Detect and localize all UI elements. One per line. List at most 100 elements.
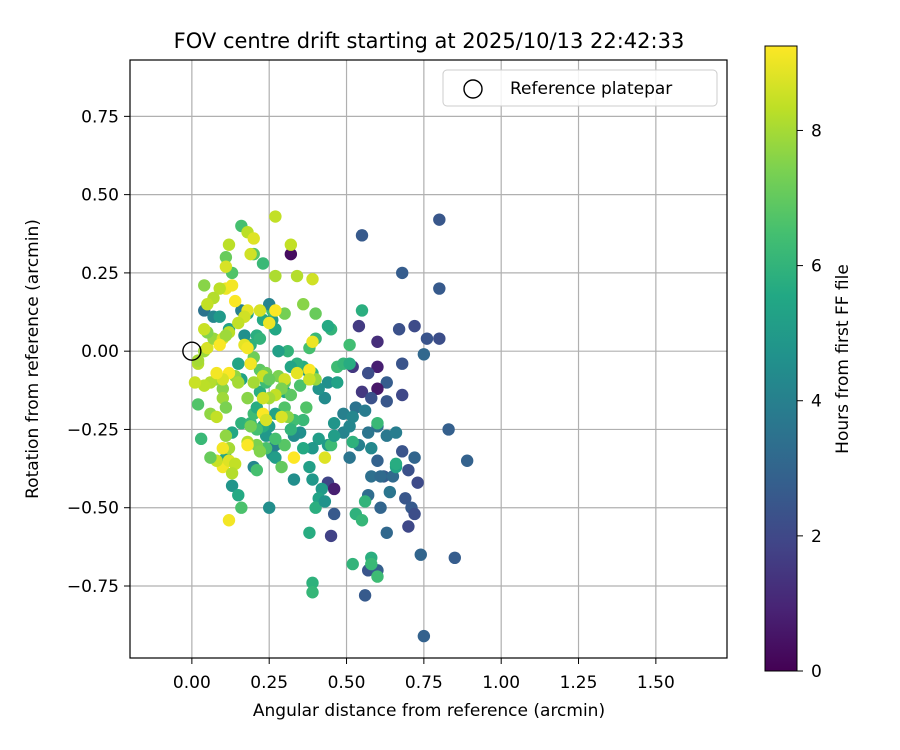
data-points [188,210,474,643]
data-point [262,316,276,330]
data-point [343,357,356,370]
y-axis-ticks: −0.75 −0.50 −0.25 0.00 0.25 0.50 0.75 [67,107,130,597]
data-point [281,344,294,358]
data-point [315,482,328,496]
data-point [365,391,378,405]
data-point [232,376,245,389]
data-point [324,438,338,452]
data-point [371,416,384,430]
data-point [312,432,325,446]
data-point [262,373,276,386]
data-point [256,257,270,270]
data-point [380,526,393,539]
data-point [371,382,384,395]
data-point [402,520,415,533]
data-point [361,426,375,439]
data-point [253,445,267,458]
data-point [287,473,301,486]
chart-title: FOV centre drift starting at 2025/10/13 … [174,29,685,53]
data-point [303,526,316,539]
data-point [219,401,233,414]
data-point [343,338,356,352]
data-point [433,282,446,295]
data-point [290,366,304,380]
data-point [383,485,397,499]
x-tick-label: 0.00 [173,673,211,693]
data-point [417,629,431,643]
data-point [278,438,291,452]
data-point [219,429,233,442]
data-point [396,266,409,280]
data-point [297,442,310,455]
data-point [312,382,325,395]
data-point [380,376,393,389]
data-point [374,470,387,483]
data-point [284,238,298,251]
y-tick-label: 0.50 [81,186,119,206]
data-point [210,366,223,380]
data-point [225,467,239,480]
data-point [213,282,226,295]
data-point [371,454,384,467]
data-point [191,354,205,367]
data-point [269,304,282,317]
data-point [259,413,273,427]
data-point [225,479,239,493]
data-point [256,391,270,405]
data-point [213,310,226,323]
data-point [389,426,403,439]
data-point [343,451,356,464]
data-point [253,332,267,345]
data-point [303,373,316,386]
data-point [228,457,242,471]
data-point [269,432,282,446]
data-point [380,395,393,408]
y-tick-label: −0.50 [67,499,119,519]
data-point [318,451,332,464]
data-point [309,501,322,514]
data-point [396,388,409,402]
data-point [414,548,427,561]
data-point [244,420,257,433]
data-point [346,410,359,424]
data-point [371,570,384,583]
data-point [287,451,301,464]
data-point [306,576,319,590]
x-axis-label: Angular distance from reference (arcmin) [253,701,605,721]
data-point [213,338,226,352]
data-point [346,557,359,571]
data-point [408,507,421,521]
data-point [361,366,375,380]
data-point [198,323,211,336]
data-point [396,357,409,370]
data-point [269,269,282,283]
data-point [188,376,202,389]
data-point [306,473,319,486]
data-point [241,438,254,452]
data-point [235,501,248,514]
data-point [284,423,298,436]
data-point [306,272,319,286]
data-point [352,319,366,333]
plot-background [130,60,727,658]
data-point [272,344,285,358]
data-point [346,435,359,449]
data-point [250,463,264,477]
x-tick-label: 0.75 [405,673,443,693]
data-point [318,495,332,508]
data-point [201,341,214,355]
data-point [247,376,260,389]
data-point [201,298,214,311]
x-tick-label: 0.50 [328,673,366,693]
data-point [303,460,316,474]
data-point [386,470,400,483]
data-point [278,373,291,386]
data-point [392,323,406,336]
data-point [269,451,282,464]
data-point [244,247,257,261]
data-point [232,488,245,502]
x-tick-label: 1.50 [637,673,675,693]
data-point [225,279,239,292]
x-tick-label: 1.25 [560,673,598,693]
